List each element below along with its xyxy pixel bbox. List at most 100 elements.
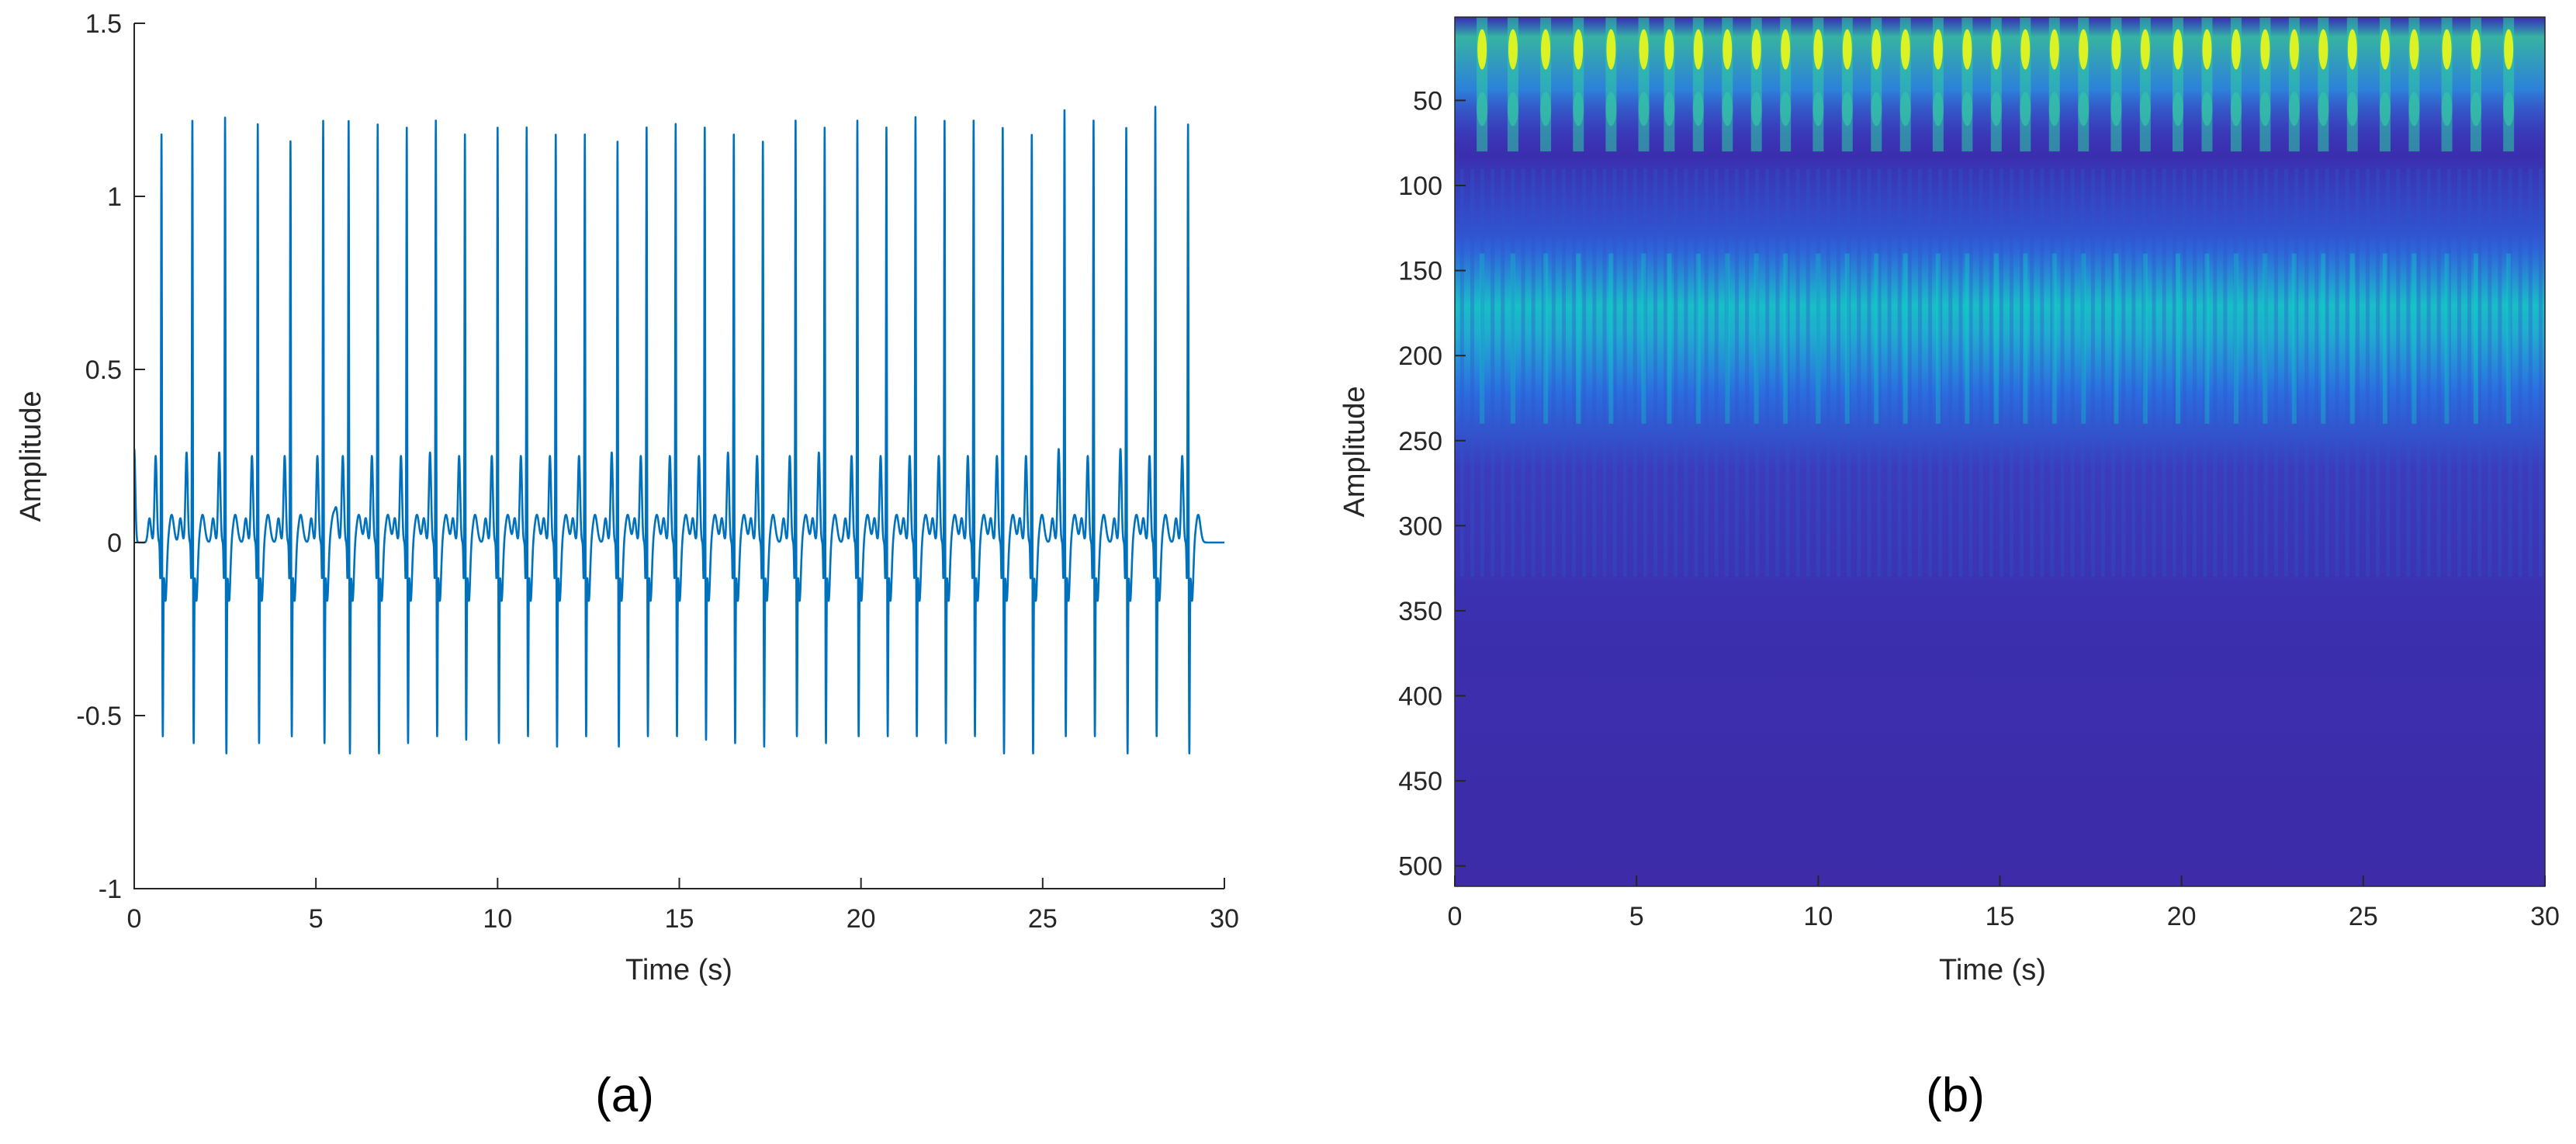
scalogram-beat-peak	[1962, 29, 1972, 70]
scalogram-beat-mid	[2259, 92, 2271, 127]
ecg-x-tick-label: 15	[665, 904, 694, 934]
scalogram-beat-mid	[1692, 92, 1704, 127]
scalogram-x-tick-label: 30	[2530, 902, 2560, 931]
scalogram-beat-peak	[2140, 29, 2150, 70]
scalogram-x-tick-label: 25	[2349, 902, 2378, 931]
scalogram-beat-mid	[2139, 92, 2151, 127]
ecg-x-tick-label: 10	[483, 904, 512, 934]
scalogram-beat-mid	[1871, 92, 1882, 127]
scalogram-y-tick-label: 250	[1398, 427, 1442, 456]
scalogram-x-tick-label: 10	[1803, 902, 1833, 931]
scalogram-beat-peak	[1477, 29, 1487, 70]
scalogram-beat-peak	[2409, 29, 2419, 70]
ecg-x-tick-label: 30	[1210, 904, 1239, 934]
scalogram-beat-mid	[2318, 92, 2329, 127]
ecg-signal-line	[134, 106, 1224, 755]
scalogram-beat-mid	[2020, 92, 2031, 127]
scalogram-beat-peak	[1933, 29, 1943, 70]
scalogram-beat-peak	[2079, 29, 2089, 70]
scalogram-y-tick-label: 350	[1398, 597, 1442, 626]
scalogram-beat-mid	[2048, 92, 2060, 127]
scalogram-x-tick-label: 20	[2167, 902, 2197, 931]
scalogram-beat-peak	[1842, 29, 1852, 70]
scalogram-beat-mid	[1990, 92, 2002, 127]
scalogram-beat-mid	[1664, 92, 1675, 127]
scalogram-beat-peak	[2504, 29, 2514, 70]
scalogram-beat-peak	[2289, 29, 2299, 70]
scalogram-beat-peak	[1606, 29, 1616, 70]
scalogram-beat-mid	[1841, 92, 1853, 127]
scalogram-beat-peak	[1508, 29, 1518, 70]
scalogram-beat-mid	[2110, 92, 2122, 127]
scalogram-beat-mid	[2172, 92, 2183, 127]
scalogram-mid-band	[1455, 233, 2545, 396]
scalogram-beat-mid	[2441, 92, 2453, 127]
scalogram-beat-mid	[1780, 92, 1792, 127]
scalogram-beat-peak	[1541, 29, 1551, 70]
scalogram-beat-mid	[1932, 92, 1944, 127]
scalogram-beat-mid	[2230, 92, 2242, 127]
scalogram-beat-peak	[2231, 29, 2241, 70]
scalogram-x-tick-label: 5	[1629, 902, 1644, 931]
scalogram-y-tick-label: 500	[1398, 852, 1442, 882]
scalogram-beat-peak	[2202, 29, 2212, 70]
ecg-y-tick-label: -0.5	[76, 702, 122, 731]
scalogram-beat-mid	[1573, 92, 1584, 127]
scalogram-beat-peak	[2049, 29, 2059, 70]
scalogram-y-tick-label: 200	[1398, 341, 1442, 371]
ecg-x-tick-label: 0	[127, 904, 142, 934]
scalogram-beat-mid	[1638, 92, 1650, 127]
scalogram-beat-peak	[2347, 29, 2357, 70]
ecg-y-tick-label: 1	[107, 182, 122, 212]
scalogram-axes	[1454, 16, 2546, 887]
scalogram-beat-mid	[1813, 92, 1824, 127]
scalogram-beat-peak	[1900, 29, 1910, 70]
ecg-y-tick-label: 0	[107, 529, 122, 558]
scalogram-beat-peak	[1751, 29, 1761, 70]
ecg-plot-area	[134, 106, 1224, 755]
scalogram-y-tick-label: 150	[1398, 257, 1442, 286]
scalogram-beat-peak	[1574, 29, 1584, 70]
ecg-x-tick-label: 25	[1028, 904, 1058, 934]
scalogram-beat-mid	[2470, 92, 2482, 127]
scalogram-beat-peak	[1664, 29, 1674, 70]
scalogram-beat-mid	[1507, 92, 1518, 127]
scalogram-beat-peak	[2020, 29, 2031, 70]
scalogram-y-tick-label: 50	[1413, 86, 1442, 116]
scalogram-beat-peak	[1871, 29, 1882, 70]
scalogram-beat-mid	[2201, 92, 2213, 127]
panel-label-a: (a)	[595, 1069, 654, 1122]
scalogram-plot-area	[1455, 17, 2545, 886]
ecg-y-tick-label: 0.5	[85, 355, 122, 385]
scalogram-beat-peak	[1693, 29, 1703, 70]
scalogram-beat-mid	[2503, 92, 2515, 127]
ecg-x-axis-label: Time (s)	[625, 954, 732, 986]
scalogram-beat-peak	[1991, 29, 2001, 70]
scalogram-beat-peak	[2260, 29, 2270, 70]
ecg-x-tick-label: 20	[847, 904, 876, 934]
scalogram-beat-peak	[2442, 29, 2452, 70]
ecg-axes	[133, 23, 1225, 889]
scalogram-beat-mid	[2408, 92, 2420, 127]
ecg-tick-labels: 0 5 10 15 20 25 30 -1 -0.5 0 0.5 1 1.5	[76, 9, 1239, 934]
ecg-axis-lines	[133, 23, 1224, 889]
scalogram-y-tick-label: 300	[1398, 511, 1442, 541]
ecg-y-tick-label: 1.5	[85, 9, 122, 39]
scalogram-beat-mid	[1540, 92, 1552, 127]
scalogram-beat-peak	[2380, 29, 2390, 70]
scalogram-beat-mid	[2346, 92, 2358, 127]
scalogram-beat-peak	[2173, 29, 2183, 70]
panel-label-b: (b)	[1926, 1069, 1985, 1122]
scalogram-y-tick-label: 450	[1398, 767, 1442, 796]
ecg-x-tick-label: 5	[309, 904, 324, 934]
scalogram-beat-mid	[2288, 92, 2300, 127]
scalogram-beat-mid	[1899, 92, 1911, 127]
scalogram-x-tick-label: 0	[1448, 902, 1463, 931]
scalogram-beat-mid	[2379, 92, 2391, 127]
scalogram-beat-mid	[1750, 92, 1762, 127]
scalogram-beat-mid	[1477, 92, 1488, 127]
scalogram-beat-peak	[2471, 29, 2481, 70]
scalogram-beat-peak	[1723, 29, 1733, 70]
scalogram-beat-mid	[1961, 92, 1973, 127]
